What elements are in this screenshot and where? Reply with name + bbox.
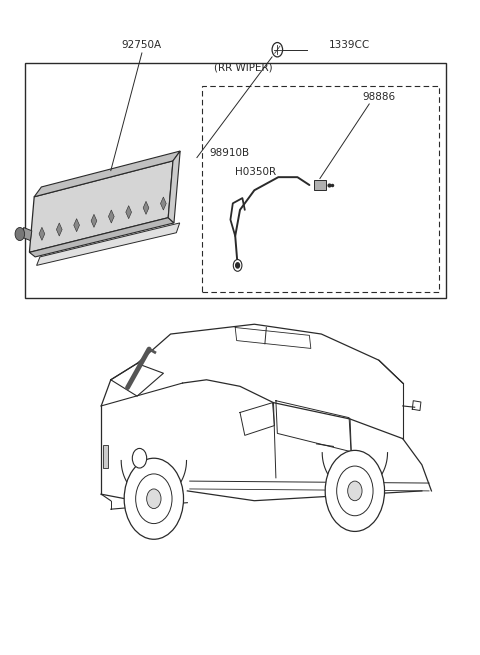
Polygon shape <box>314 179 326 190</box>
Polygon shape <box>143 201 149 214</box>
Circle shape <box>272 43 283 57</box>
Circle shape <box>136 474 172 523</box>
Text: 98886: 98886 <box>362 92 395 102</box>
Bar <box>24 63 446 298</box>
Polygon shape <box>168 151 180 223</box>
Polygon shape <box>91 214 97 227</box>
Polygon shape <box>108 210 114 223</box>
Bar <box>202 86 439 291</box>
Polygon shape <box>160 197 166 210</box>
Text: (RR WIPER): (RR WIPER) <box>214 63 272 73</box>
Polygon shape <box>126 206 132 219</box>
Polygon shape <box>103 445 108 468</box>
Circle shape <box>233 259 242 271</box>
Polygon shape <box>22 227 32 240</box>
Text: 1339CC: 1339CC <box>328 40 370 50</box>
Text: H0350R: H0350R <box>235 167 276 177</box>
Circle shape <box>15 227 24 240</box>
Circle shape <box>348 481 362 500</box>
Circle shape <box>236 263 240 268</box>
Circle shape <box>132 449 147 468</box>
Text: 98910B: 98910B <box>209 147 249 158</box>
Polygon shape <box>29 161 173 252</box>
Polygon shape <box>29 217 174 257</box>
Circle shape <box>147 489 161 508</box>
Polygon shape <box>74 219 80 232</box>
Polygon shape <box>36 223 180 265</box>
Polygon shape <box>39 227 45 240</box>
Circle shape <box>336 466 373 515</box>
Text: 92750A: 92750A <box>122 40 162 50</box>
Polygon shape <box>56 223 62 236</box>
Circle shape <box>124 458 183 539</box>
Circle shape <box>325 451 384 531</box>
Polygon shape <box>34 151 180 196</box>
